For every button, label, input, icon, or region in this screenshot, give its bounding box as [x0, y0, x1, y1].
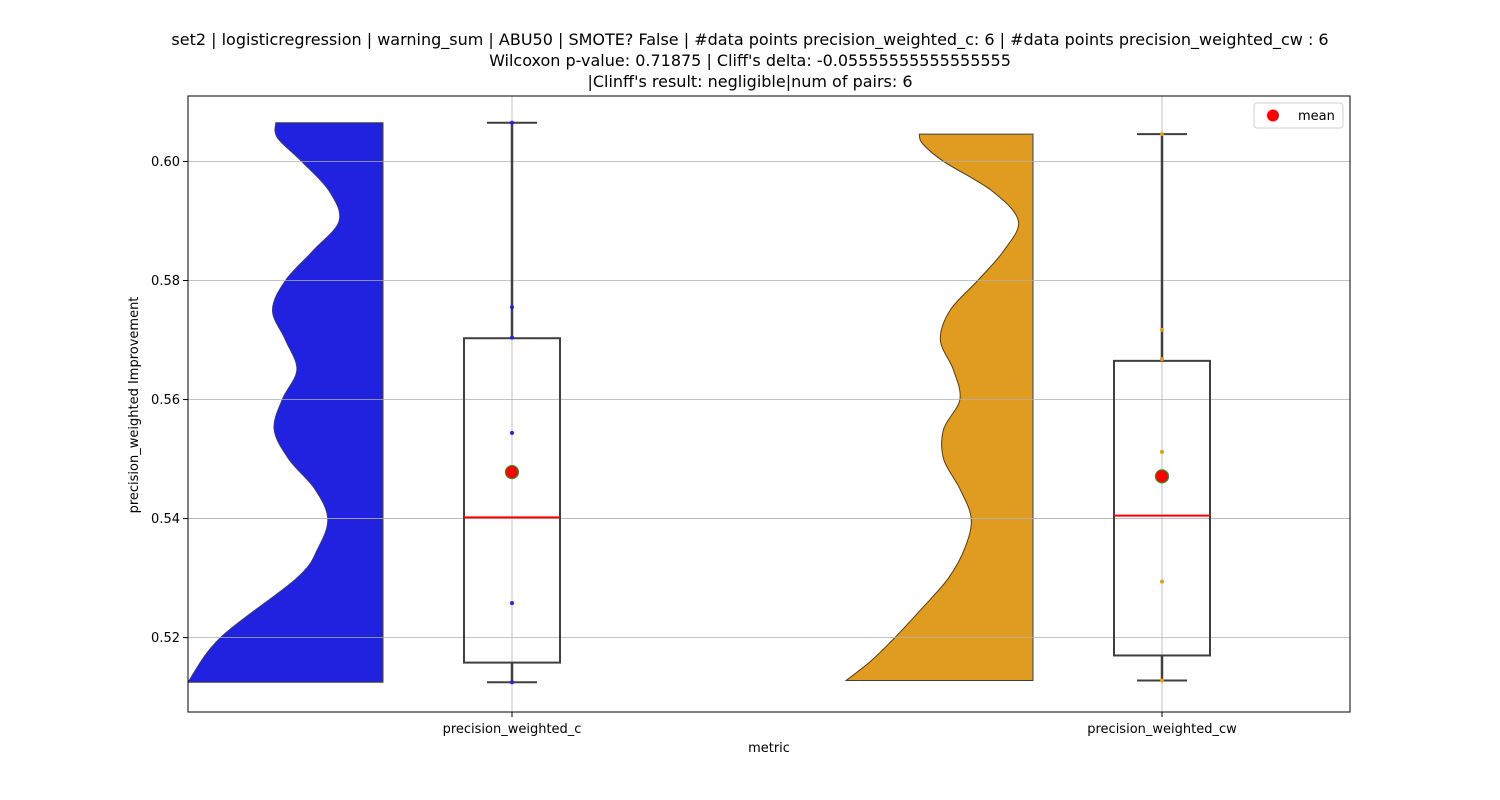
data-point-precision_weighted_cw-2: [1160, 449, 1164, 454]
legend: mean: [1253, 102, 1344, 129]
legend-mean-marker: [1267, 109, 1279, 122]
violin-precision_weighted_c: [188, 122, 384, 683]
x-axis-label: metric: [748, 741, 790, 756]
y-tick-label-0.58: 0.58: [151, 274, 180, 289]
y-tick-label-0.54: 0.54: [151, 512, 180, 527]
data-point-precision_weighted_c-4: [510, 305, 514, 310]
data-point-precision_weighted_c-5: [510, 120, 514, 125]
data-point-precision_weighted_cw-5: [1160, 132, 1164, 137]
mean-marker-precision_weighted_c: [504, 465, 520, 480]
data-point-precision_weighted_c-3: [510, 335, 514, 340]
data-point-precision_weighted_c-0: [510, 680, 514, 685]
x-tick-label-precision_weighted_c: precision_weighted_c: [443, 722, 582, 737]
data-point-precision_weighted_cw-1: [1160, 579, 1164, 584]
data-point-precision_weighted_cw-0: [1160, 678, 1164, 683]
chart-title-line-1: set2 | logisticregression | warning_sum …: [171, 30, 1329, 49]
data-point-precision_weighted_c-1: [510, 601, 514, 606]
x-tick-label-precision_weighted_cw: precision_weighted_cw: [1087, 722, 1237, 737]
y-axis-label: precision_weighted Improvement: [127, 297, 142, 514]
data-point-precision_weighted_c-2: [510, 430, 514, 435]
y-tick-label-0.52: 0.52: [151, 631, 180, 646]
mean-marker-precision_weighted_cw: [1154, 469, 1170, 484]
violin-precision_weighted_cw: [844, 133, 1034, 681]
data-point-precision_weighted_cw-4: [1160, 327, 1164, 332]
axes-frame: [187, 95, 1351, 713]
plot-area: 0.52 0.54 0.56 0.58 0.60 precision_weighted_c…: [151, 95, 1351, 737]
y-tick-label-0.56: 0.56: [151, 393, 180, 408]
chart-title-line-2: Wilcoxon p-value: 0.71875 | Cliff's delt…: [489, 51, 1011, 70]
y-tick-label-0.60: 0.60: [151, 155, 180, 170]
data-point-precision_weighted_cw-3: [1160, 357, 1164, 362]
chart-title-line-3: |Clinff's result: negligible|num of pair…: [587, 72, 913, 91]
plot-inner: [188, 96, 1350, 712]
legend-frame: [1253, 102, 1344, 129]
legend-label: mean: [1298, 109, 1335, 124]
